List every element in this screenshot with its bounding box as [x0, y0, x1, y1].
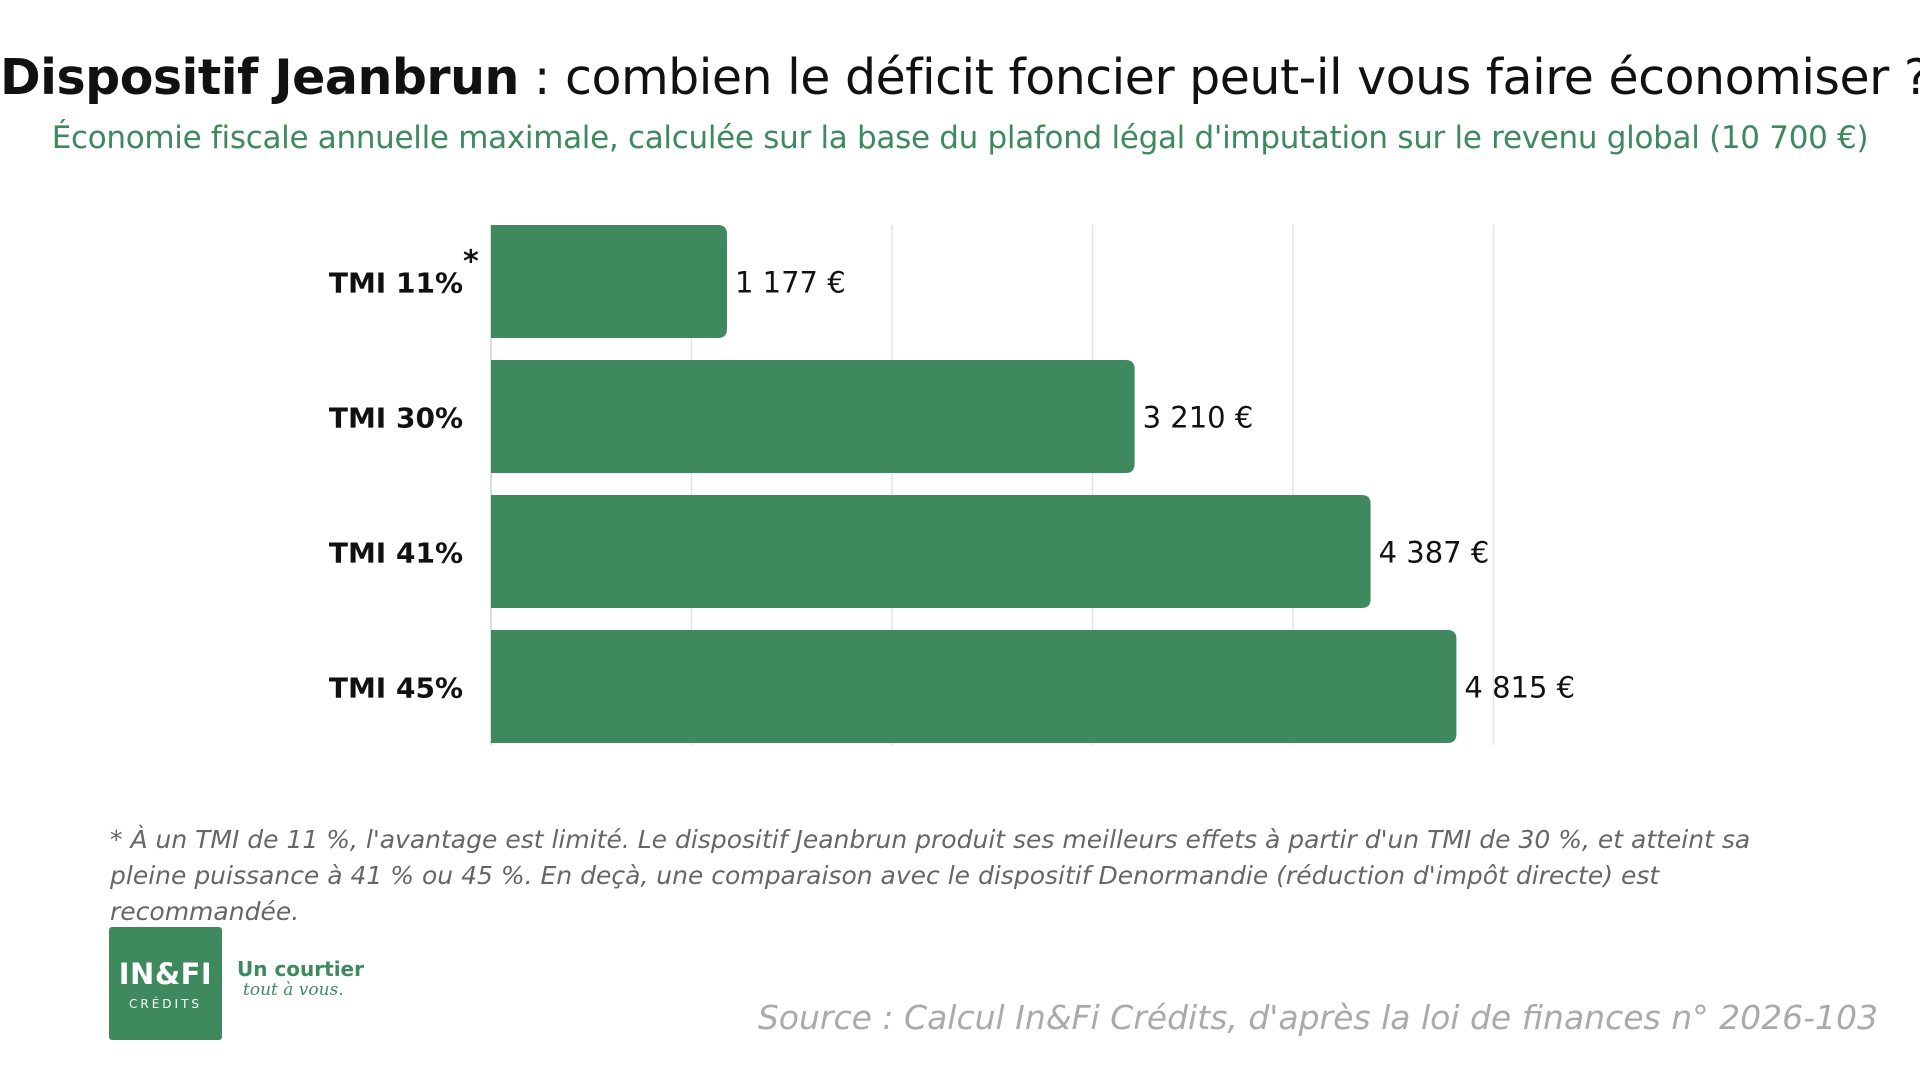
logo-sub-text: CRÉDITS — [128, 997, 203, 1011]
bar — [491, 360, 1135, 473]
value-label: 1 177 € — [735, 266, 846, 300]
category-label: TMI 11% — [329, 267, 463, 300]
chart-subtitle: Économie fiscale annuelle maximale, calc… — [51, 120, 1869, 156]
tagline-line1: Un courtier — [237, 957, 364, 981]
chart-title: Dispositif Jeanbrun : combien le déficit… — [0, 48, 1920, 108]
category-label: TMI 45% — [329, 672, 463, 705]
value-label: 4 815 € — [1464, 671, 1575, 705]
bar — [491, 630, 1457, 743]
bar-chart: 1 177 € TMI 11%* 3 210 € TMI 30% 4 387 € TMI … — [329, 225, 1575, 745]
value-label: 3 210 € — [1143, 401, 1254, 435]
logo-main-text: IN&FI — [118, 957, 213, 991]
category-label: TMI 30% — [329, 402, 463, 435]
category-footnote-marker: * — [463, 245, 479, 280]
logo: IN&FI CRÉDITS — [109, 927, 222, 1040]
category-label: TMI 41% — [329, 537, 463, 570]
footnote: * À un TMI de 11 %, l'avantage est limit… — [110, 825, 1751, 926]
title-rest: : combien le déficit foncier peut-il vou… — [518, 49, 1920, 106]
bar — [491, 495, 1371, 608]
value-label: 4 387 € — [1379, 536, 1490, 570]
source-note: Source : Calcul In&Fi Crédits, d'après l… — [757, 998, 1878, 1037]
title-strong: Dispositif Jeanbrun — [0, 49, 519, 106]
tagline-line2: tout à vous. — [243, 980, 344, 1000]
bar — [491, 225, 727, 338]
